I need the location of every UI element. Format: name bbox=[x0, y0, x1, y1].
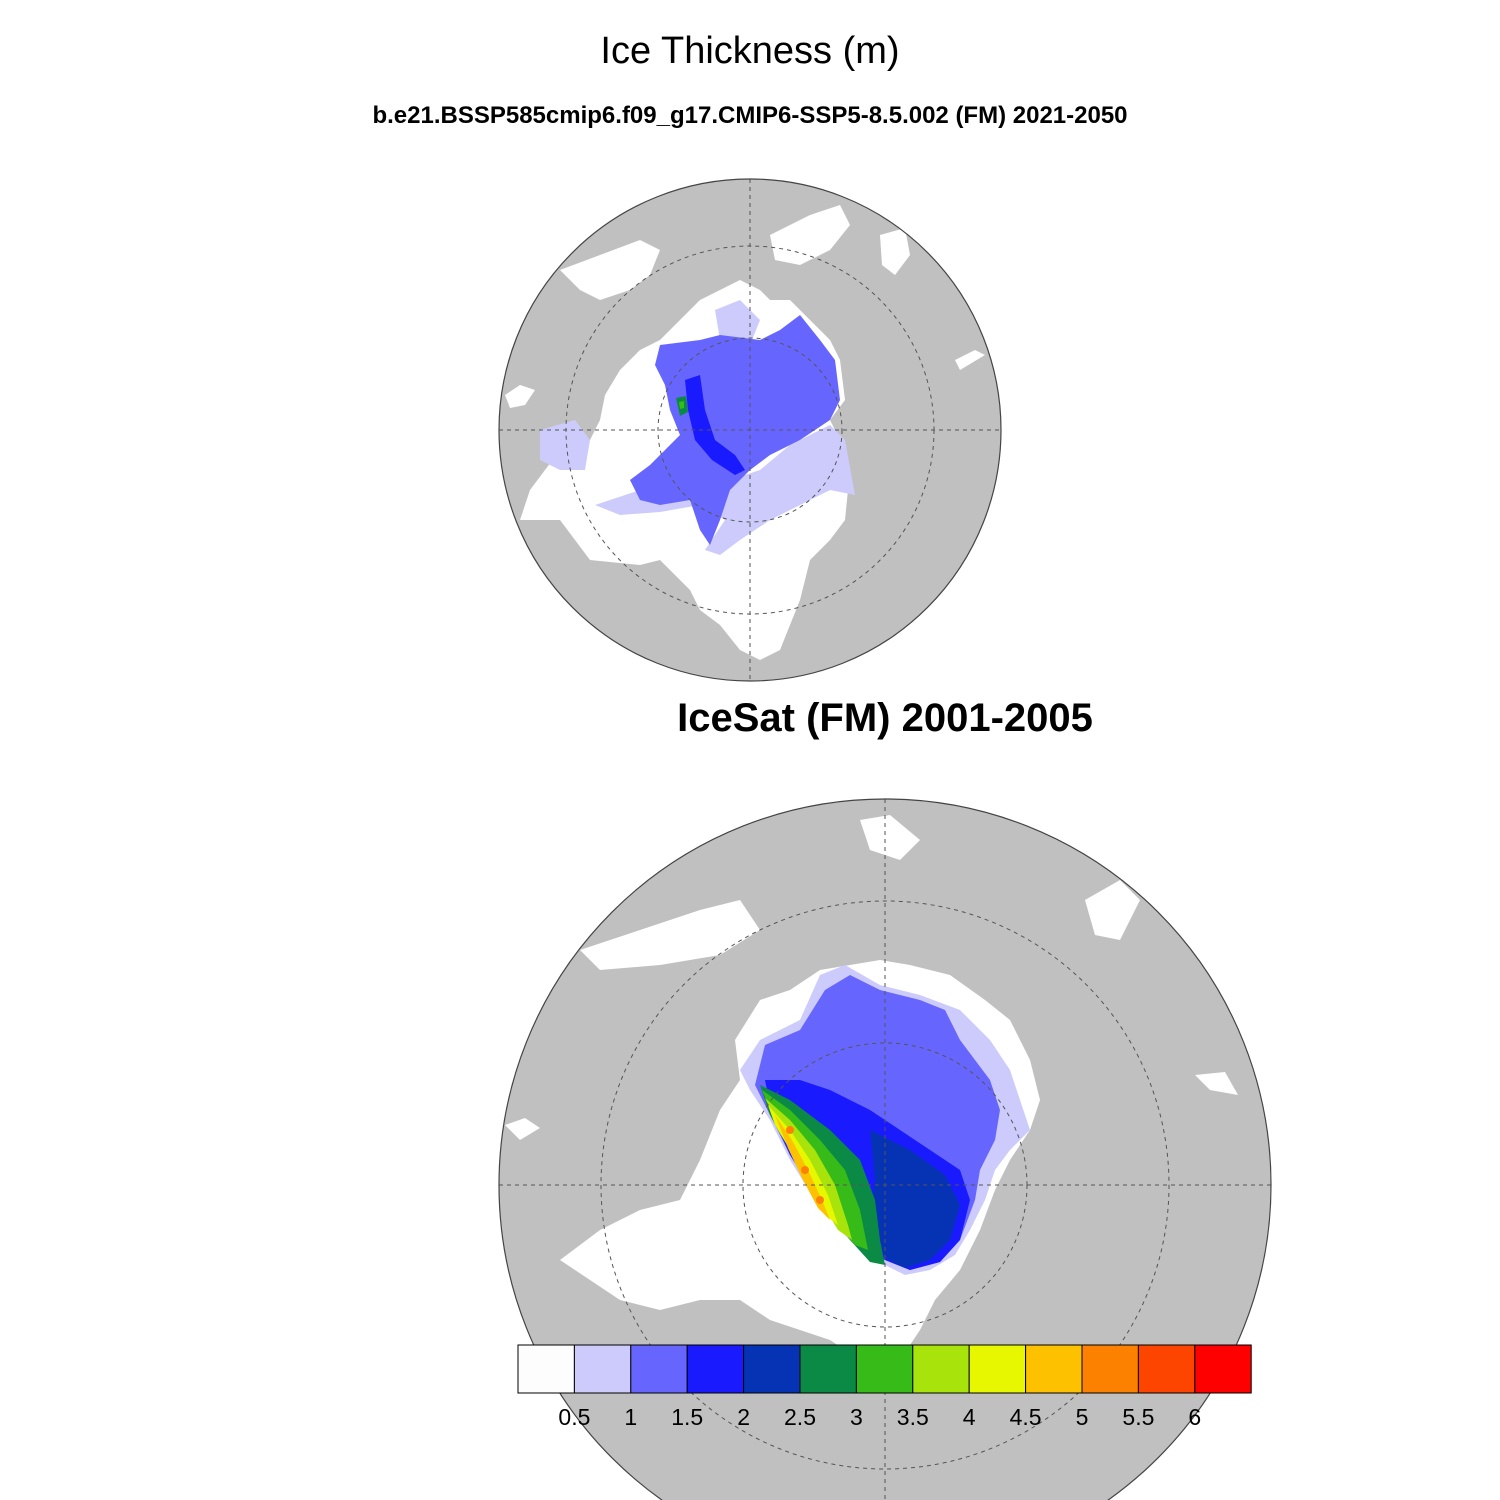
colorbar-tick-label: 4.5 bbox=[1009, 1404, 1042, 1430]
colorbar-swatch bbox=[630, 1344, 688, 1394]
colorbar-swatch bbox=[1137, 1344, 1196, 1394]
colorbar-swatch bbox=[517, 1344, 575, 1394]
obs-map-grid bbox=[499, 799, 1271, 1500]
colorbar-swatch bbox=[912, 1344, 970, 1394]
colorbar-swatch bbox=[1025, 1344, 1083, 1394]
colorbar-swatch bbox=[743, 1344, 801, 1394]
model-ice-thick bbox=[685, 375, 745, 475]
colorbar-tick-label: 5.5 bbox=[1122, 1404, 1155, 1430]
colorbar-swatch bbox=[1194, 1344, 1252, 1394]
colorbar-swatch bbox=[855, 1344, 914, 1394]
colorbar-tick-label: 1 bbox=[624, 1404, 638, 1430]
model-map bbox=[498, 178, 1002, 682]
colorbar-swatch bbox=[573, 1344, 632, 1394]
colorbar-tick-label: 3.5 bbox=[896, 1404, 929, 1430]
colorbar-tick-label: 3 bbox=[849, 1404, 863, 1430]
colorbar-tick-label: 2.5 bbox=[784, 1404, 816, 1430]
colorbar-tick-label: 0.5 bbox=[558, 1404, 591, 1430]
model-map-grid bbox=[499, 179, 1001, 681]
obs-map bbox=[498, 798, 1272, 1500]
colorbar-swatch bbox=[1081, 1344, 1139, 1394]
obs-panel-title: IceSat (FM) 2001-2005 bbox=[677, 696, 1093, 740]
colorbar-swatch bbox=[968, 1344, 1027, 1394]
colorbar-tick-label: 4 bbox=[962, 1404, 976, 1430]
main-title: Ice Thickness (m) bbox=[600, 30, 900, 72]
colorbar-tick-label: 5 bbox=[1075, 1404, 1089, 1430]
colorbar-tick-label: 6 bbox=[1188, 1404, 1202, 1430]
model-panel-title: b.e21.BSSP585cmip6.f09_g17.CMIP6-SSP5-8.… bbox=[372, 102, 1128, 129]
colorbar-swatch bbox=[799, 1344, 857, 1394]
colorbar bbox=[517, 1344, 1252, 1394]
colorbar-tick-label: 1.5 bbox=[671, 1404, 704, 1430]
model-map-border bbox=[498, 178, 1002, 682]
colorbar-tick-label: 2 bbox=[737, 1404, 750, 1430]
colorbar-swatch bbox=[686, 1344, 745, 1394]
obs-map-border bbox=[498, 798, 1272, 1500]
